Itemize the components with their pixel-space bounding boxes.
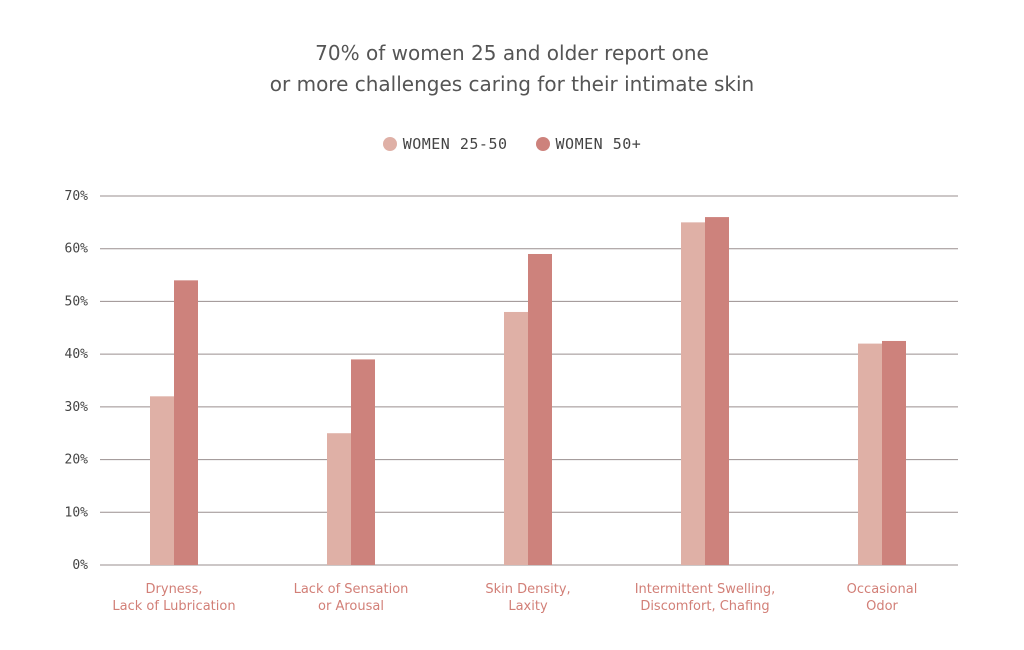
category-label: Occasional Odor	[847, 582, 918, 614]
legend-label-women-50-plus: WOMEN 50+	[555, 135, 642, 153]
chart-legend: WOMEN 25-50 WOMEN 50+	[0, 132, 1024, 156]
legend-item-women-25-50: WOMEN 25-50	[382, 135, 508, 153]
category-label-line: Intermittent Swelling,	[635, 582, 776, 597]
category-label: Skin Density, Laxity	[485, 582, 570, 614]
chart-title-line-2: or more challenges caring for their inti…	[269, 72, 755, 96]
category-label-line: Laxity	[508, 599, 548, 614]
y-tick-label: 20%	[65, 453, 89, 468]
bar	[858, 343, 882, 565]
category-label: Dryness, Lack of Lubrication	[112, 582, 235, 614]
bar	[351, 359, 375, 565]
chart-title: 70% of women 25 and older report one or …	[0, 38, 1024, 100]
y-tick-label: 10%	[65, 505, 89, 520]
bar	[174, 280, 198, 565]
bar	[528, 253, 552, 565]
y-tick-label: 70%	[65, 189, 89, 204]
category-label-line: Odor	[866, 599, 898, 614]
category-label: Lack of Sensation or Arousal	[294, 582, 409, 614]
y-tick-label: 0%	[72, 558, 88, 573]
bar	[681, 222, 705, 565]
category-label-line: Lack of Sensation	[294, 582, 409, 597]
bar	[327, 433, 351, 565]
y-tick-label: 60%	[65, 242, 89, 257]
bar	[504, 311, 528, 565]
category-label-line: Skin Density,	[485, 582, 570, 597]
legend-item-women-50-plus: WOMEN 50+	[535, 135, 642, 153]
y-tick-label: 30%	[65, 400, 89, 415]
category-label-line: Lack of Lubrication	[112, 599, 235, 614]
legend-label-women-25-50: WOMEN 25-50	[402, 135, 508, 153]
category-label-line: Dryness,	[146, 582, 203, 597]
bar	[150, 396, 174, 565]
category-label-line: Occasional	[847, 582, 918, 597]
category-label: Intermittent Swelling, Discomfort, Chafin…	[635, 582, 776, 614]
bar	[882, 340, 906, 565]
chart-title-line-1: 70% of women 25 and older report one	[315, 41, 709, 65]
y-tick-label: 50%	[65, 294, 89, 309]
bar	[705, 217, 729, 566]
legend-swatch-women-25-50	[382, 137, 397, 151]
category-label-line: Discomfort, Chafing	[640, 599, 769, 614]
y-tick-label: 40%	[65, 347, 89, 362]
category-label-line: or Arousal	[318, 599, 384, 614]
legend-swatch-women-50-plus	[535, 137, 550, 151]
